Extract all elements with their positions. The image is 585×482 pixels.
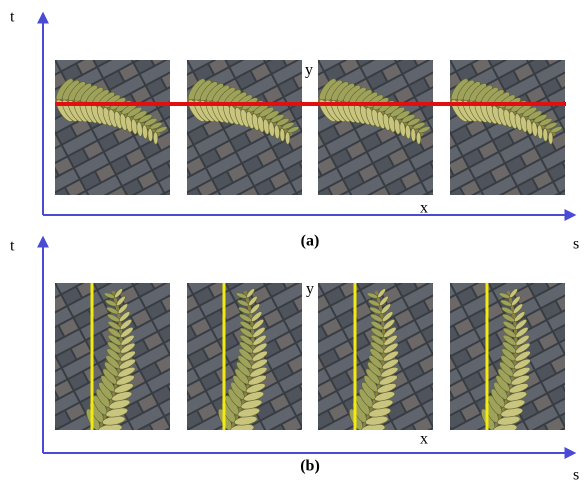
image-content bbox=[185, 60, 302, 195]
caption: (a) bbox=[301, 233, 320, 250]
axis-label: y bbox=[306, 281, 314, 298]
page: t s y x (a) t s y x (b) (() => { const d… bbox=[0, 0, 585, 482]
image bbox=[185, 60, 302, 195]
image-content bbox=[318, 283, 433, 434]
image bbox=[187, 283, 302, 434]
image bbox=[53, 60, 170, 195]
caption: (b) bbox=[300, 458, 320, 475]
image-content bbox=[448, 60, 565, 195]
image bbox=[316, 60, 433, 195]
image-row bbox=[55, 283, 565, 434]
axis-label: x bbox=[420, 431, 428, 448]
figure: t s y x (a) t s y x (b) bbox=[0, 0, 585, 482]
axis-label: y bbox=[305, 62, 313, 79]
image-content bbox=[316, 60, 433, 195]
image bbox=[55, 283, 170, 434]
image-row bbox=[53, 60, 565, 195]
axis-label: s bbox=[573, 236, 579, 253]
axis-label: s bbox=[573, 467, 579, 482]
image-content bbox=[53, 60, 170, 195]
image bbox=[450, 283, 565, 434]
image-content bbox=[55, 283, 170, 434]
image-content bbox=[450, 283, 565, 434]
image bbox=[448, 60, 565, 195]
axis-label: x bbox=[420, 200, 428, 217]
image bbox=[318, 283, 433, 434]
axis-label: t bbox=[10, 238, 15, 255]
image-content bbox=[187, 283, 302, 434]
axis-label: t bbox=[10, 9, 15, 26]
